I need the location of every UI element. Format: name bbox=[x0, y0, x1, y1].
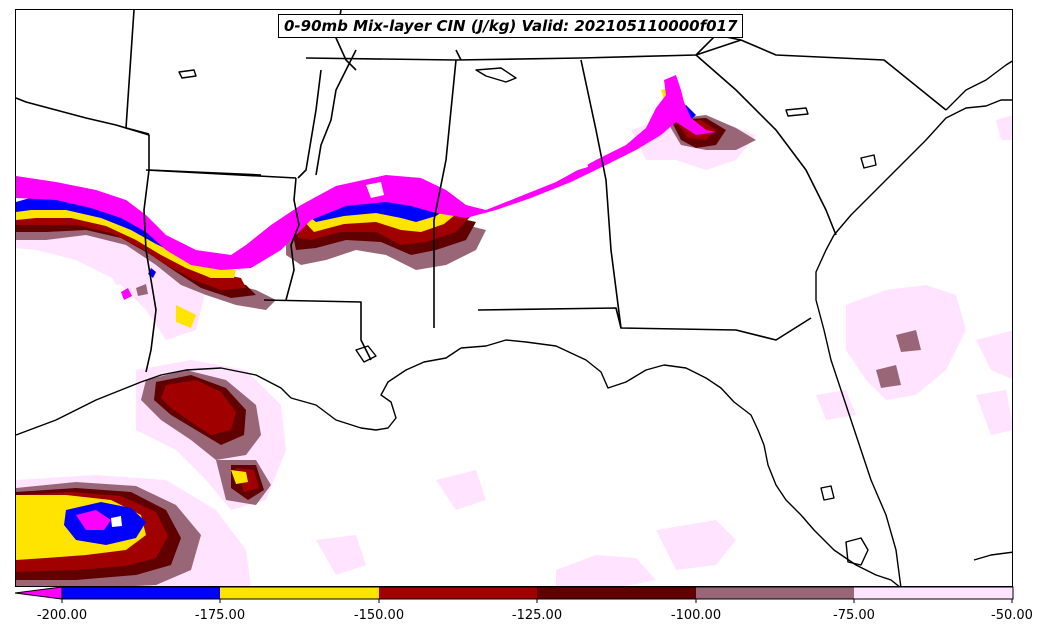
cin-band-magenta bbox=[16, 75, 716, 530]
colorbar-bin-5 bbox=[696, 587, 854, 599]
state-boundaries bbox=[16, 10, 947, 373]
colorbar-extend-min bbox=[14, 586, 63, 600]
map-canvas bbox=[16, 10, 1012, 586]
colorbar bbox=[14, 586, 1014, 603]
map-panel bbox=[15, 9, 1013, 587]
colorbar-tick-label: -175.00 bbox=[194, 608, 246, 623]
colorbar-bin-2 bbox=[220, 587, 379, 599]
colorbar-tick-label: -50.00 bbox=[991, 608, 1033, 623]
colorbar-tick-label: -75.00 bbox=[833, 608, 875, 623]
colorbar-tick-label: -125.00 bbox=[511, 608, 563, 623]
colorbar-tick-label: -150.00 bbox=[353, 608, 405, 623]
colorbar-bin-4 bbox=[537, 587, 696, 599]
cin-contour-fills bbox=[16, 75, 1012, 586]
map-title: 0-90mb Mix-layer CIN (J/kg) Valid: 20210… bbox=[278, 14, 744, 38]
colorbar-bin-1 bbox=[62, 587, 220, 599]
colorbar-tick-label: -200.00 bbox=[36, 608, 88, 623]
coastline bbox=[16, 60, 1012, 586]
colorbar-bin-6 bbox=[854, 587, 1013, 599]
cin-holes bbox=[111, 157, 588, 527]
colorbar-tick-label: -100.00 bbox=[670, 608, 722, 623]
colorbar-ticks bbox=[61, 599, 1013, 603]
colorbar-bin-3 bbox=[379, 587, 537, 599]
